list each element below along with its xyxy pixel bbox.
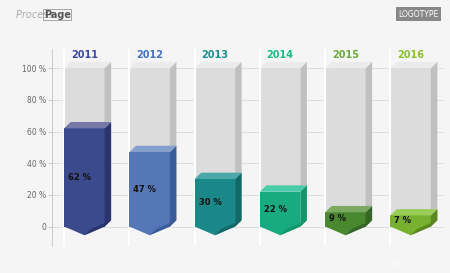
Text: 7 %: 7 % bbox=[394, 216, 411, 225]
Text: 2016: 2016 bbox=[397, 50, 424, 60]
Polygon shape bbox=[235, 173, 242, 227]
Polygon shape bbox=[130, 62, 176, 68]
Polygon shape bbox=[85, 220, 111, 235]
Polygon shape bbox=[431, 209, 437, 227]
Polygon shape bbox=[195, 173, 242, 179]
Polygon shape bbox=[130, 146, 176, 152]
Text: 00: 00 bbox=[392, 260, 401, 266]
Polygon shape bbox=[195, 179, 235, 227]
Polygon shape bbox=[195, 62, 242, 68]
Polygon shape bbox=[365, 206, 372, 227]
Text: Page: Page bbox=[44, 10, 71, 20]
Polygon shape bbox=[391, 209, 437, 215]
Polygon shape bbox=[391, 215, 431, 227]
Polygon shape bbox=[391, 62, 437, 68]
Polygon shape bbox=[215, 220, 242, 235]
Text: 9 %: 9 % bbox=[329, 214, 346, 223]
Text: 2011: 2011 bbox=[71, 50, 98, 60]
Text: 2013: 2013 bbox=[202, 50, 228, 60]
Text: 22 %: 22 % bbox=[264, 204, 287, 213]
Text: 2012: 2012 bbox=[136, 50, 163, 60]
Polygon shape bbox=[260, 62, 307, 68]
Text: 2014: 2014 bbox=[266, 50, 293, 60]
Polygon shape bbox=[431, 62, 437, 227]
Polygon shape bbox=[391, 227, 431, 235]
Polygon shape bbox=[104, 62, 111, 227]
Polygon shape bbox=[64, 62, 111, 68]
Polygon shape bbox=[195, 227, 235, 235]
Polygon shape bbox=[64, 122, 111, 128]
Polygon shape bbox=[64, 68, 104, 227]
Text: 2015: 2015 bbox=[332, 50, 359, 60]
Polygon shape bbox=[130, 68, 170, 227]
Polygon shape bbox=[260, 227, 300, 235]
Polygon shape bbox=[149, 220, 176, 235]
Polygon shape bbox=[260, 68, 300, 227]
Polygon shape bbox=[260, 185, 307, 192]
Polygon shape bbox=[64, 128, 104, 227]
Polygon shape bbox=[346, 220, 372, 235]
Polygon shape bbox=[64, 227, 104, 235]
Polygon shape bbox=[130, 152, 170, 227]
Polygon shape bbox=[300, 62, 307, 227]
Text: Process: Process bbox=[16, 10, 56, 20]
Polygon shape bbox=[325, 212, 365, 227]
Polygon shape bbox=[130, 227, 170, 235]
Polygon shape bbox=[104, 122, 111, 227]
Polygon shape bbox=[170, 62, 176, 227]
Polygon shape bbox=[235, 62, 242, 227]
Polygon shape bbox=[325, 68, 365, 227]
Polygon shape bbox=[170, 146, 176, 227]
Polygon shape bbox=[260, 192, 300, 227]
Polygon shape bbox=[195, 68, 235, 227]
Polygon shape bbox=[391, 68, 431, 227]
Text: LOGOTYPE: LOGOTYPE bbox=[399, 10, 439, 19]
Polygon shape bbox=[410, 220, 437, 235]
Polygon shape bbox=[365, 62, 372, 227]
Polygon shape bbox=[325, 206, 372, 212]
Text: 62 %: 62 % bbox=[68, 173, 91, 182]
Polygon shape bbox=[300, 185, 307, 227]
Polygon shape bbox=[325, 62, 372, 68]
Polygon shape bbox=[325, 227, 365, 235]
Text: 47 %: 47 % bbox=[133, 185, 156, 194]
Polygon shape bbox=[280, 220, 307, 235]
Text: 30 %: 30 % bbox=[198, 198, 221, 207]
